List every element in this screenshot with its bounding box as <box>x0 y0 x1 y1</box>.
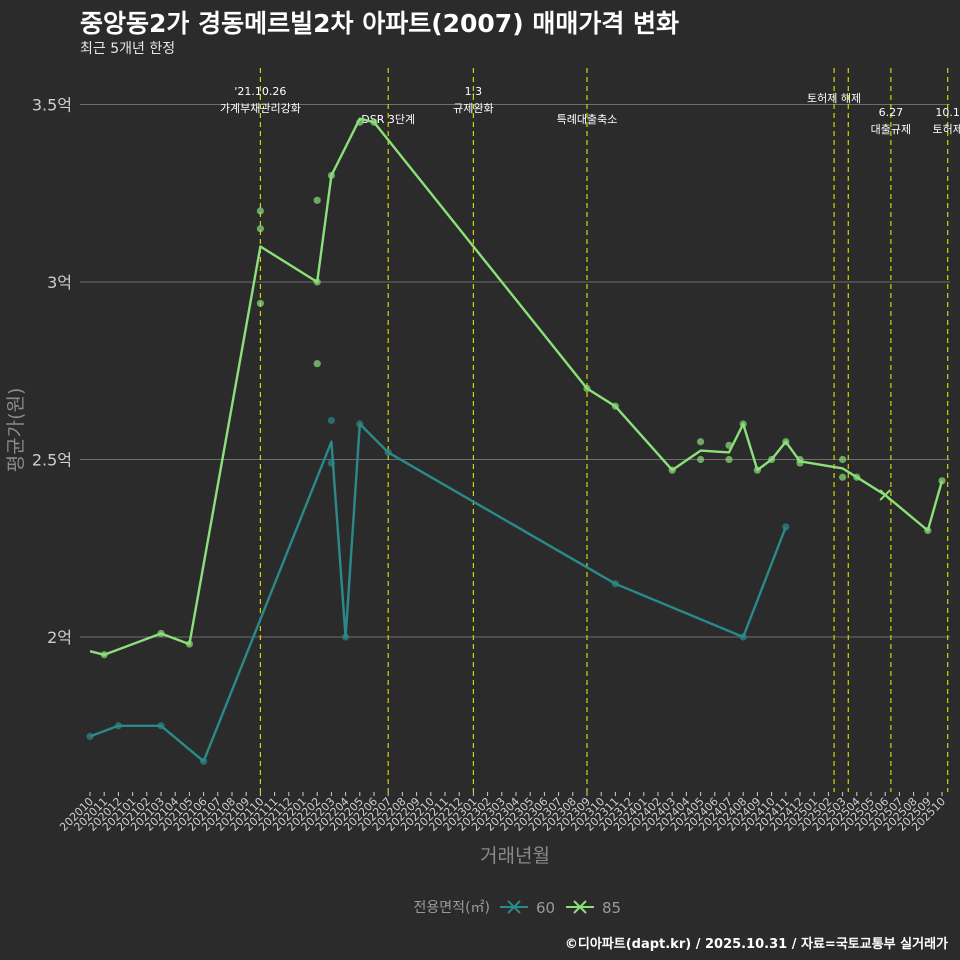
event-label: 가계부채관리강화 <box>220 102 301 115</box>
data-point-60 <box>200 757 208 765</box>
data-point-85 <box>853 473 861 481</box>
data-point-85 <box>100 651 108 659</box>
data-point-85 <box>938 477 946 485</box>
event-label: 특례대출축소 <box>557 113 618 126</box>
legend-title: 전용면적(㎡) <box>414 900 490 916</box>
data-point-85 <box>370 118 378 126</box>
legend-key-cross <box>507 900 521 914</box>
data-point-85 <box>356 118 364 126</box>
data-point-85 <box>583 384 591 393</box>
event-label: '21.10.26 <box>234 85 286 98</box>
data-point-60 <box>114 722 122 730</box>
data-point-85 <box>327 171 335 180</box>
data-point-60 <box>86 732 94 741</box>
x-axis-title: 거래년월 <box>480 845 550 867</box>
y-tick-label: 3억 <box>47 273 72 292</box>
data-point-60 <box>739 633 747 641</box>
data-point-85 <box>313 196 321 204</box>
chart-caption: ©디아파트(dapt.kr) / 2025.10.31 / 자료=국토교통부 실… <box>564 937 948 952</box>
data-point-85 <box>157 629 165 638</box>
data-point-85 <box>611 402 620 410</box>
event-label: DSR 3단계 <box>361 113 415 126</box>
event-label: 1.3 <box>465 85 483 98</box>
cross-point-85 <box>879 489 891 501</box>
data-point-85 <box>725 455 733 464</box>
data-point-60 <box>342 633 350 641</box>
data-point-85 <box>313 278 321 286</box>
event-label: 토허제 <box>932 123 960 136</box>
data-point-60 <box>157 722 165 730</box>
data-point-60 <box>327 416 335 425</box>
data-point-85 <box>313 360 321 368</box>
data-point-85 <box>796 459 804 467</box>
data-point-60 <box>327 459 335 467</box>
data-point-85 <box>782 438 790 446</box>
y-tick-label: 2억 <box>47 628 72 647</box>
data-point-85 <box>185 640 193 648</box>
data-point-85 <box>668 466 676 474</box>
event-label: 대출규제 <box>871 123 911 136</box>
legend-key-cross <box>573 900 587 914</box>
data-point-85 <box>697 455 705 464</box>
event-label: 토허제 해제 <box>807 91 861 105</box>
data-point-85 <box>739 420 747 428</box>
data-point-85 <box>256 299 264 307</box>
event-label: 규제완화 <box>453 102 493 115</box>
legend-label: 60 <box>536 899 555 917</box>
data-point-85 <box>839 455 847 464</box>
chart-subtitle: 최근 5개년 한정 <box>80 41 176 57</box>
data-point-85 <box>256 207 264 215</box>
event-label: 10.1 <box>935 106 960 119</box>
data-point-85 <box>753 466 762 474</box>
series-line-60 <box>89 422 787 763</box>
data-point-85 <box>839 473 847 481</box>
event-label: 6.27 <box>879 106 904 119</box>
data-point-60 <box>384 448 392 456</box>
data-point-85 <box>256 225 264 233</box>
y-axis-title: 평균가(원) <box>5 388 27 473</box>
data-point-85 <box>768 455 776 464</box>
legend-label: 85 <box>602 899 621 917</box>
series-line-85 <box>89 117 944 656</box>
data-point-60 <box>782 523 790 531</box>
chart-title: 중앙동2가 경동메르빌2차 아파트(2007) 매매가격 변화 <box>80 9 680 38</box>
y-tick-label: 3.5억 <box>32 96 72 115</box>
y-tick-label: 2.5억 <box>32 451 72 470</box>
data-point-60 <box>611 580 620 588</box>
data-point-85 <box>924 526 932 535</box>
data-point-60 <box>356 420 364 428</box>
data-point-85 <box>725 441 733 449</box>
data-point-85 <box>697 438 705 446</box>
